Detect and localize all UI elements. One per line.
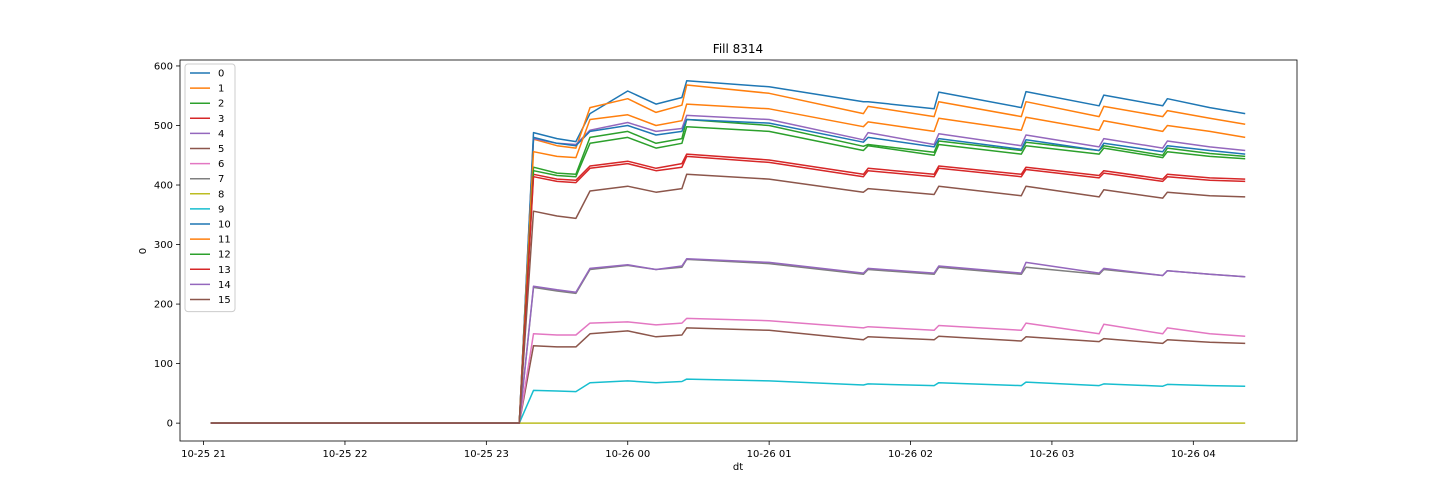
y-tick-label: 0: [167, 419, 173, 430]
y-tick-label: 600: [154, 61, 173, 72]
legend-label: 2: [218, 99, 224, 110]
legend-label: 14: [218, 280, 231, 291]
x-tick-label: 10-26 01: [747, 449, 792, 460]
series-line-9: [210, 378, 1246, 424]
chart-title: Fill 8314: [713, 42, 763, 56]
legend-label: 1: [218, 84, 224, 95]
legend-label: 0: [218, 69, 224, 80]
series-line-4: [210, 114, 1246, 424]
plot-area: [210, 80, 1246, 424]
x-tick-label: 10-26 04: [1171, 449, 1216, 460]
x-tick-label: 10-26 03: [1029, 449, 1074, 460]
series-line-10: [210, 118, 1246, 424]
x-tick-label: 10-25 22: [322, 449, 367, 460]
x-tick-label: 10-26 00: [605, 449, 650, 460]
legend-label: 13: [218, 265, 231, 276]
legend-label: 5: [218, 144, 224, 155]
x-axis-label: dt: [733, 462, 743, 473]
series-line-3: [210, 153, 1246, 424]
legend-label: 12: [218, 250, 231, 261]
legend-label: 3: [218, 114, 224, 125]
series-line-12: [210, 125, 1246, 424]
legend-box: [184, 63, 236, 313]
legend-label: 8: [218, 189, 224, 200]
series-line-14: [210, 258, 1246, 424]
series-line-13: [210, 155, 1246, 424]
series-line-11: [210, 103, 1246, 424]
legend-label: 11: [218, 235, 231, 246]
y-axis-label: 0: [138, 248, 149, 254]
series-line-2: [210, 118, 1246, 424]
x-tick-label: 10-25 23: [464, 449, 509, 460]
y-axis: 0 100 200 300 400 500 600: [154, 61, 180, 430]
x-tick-label: 10-25 21: [181, 449, 226, 460]
legend-label: 6: [218, 159, 224, 170]
series-line-6: [210, 317, 1246, 424]
y-tick-label: 200: [154, 300, 173, 311]
plot-frame: [179, 59, 1298, 442]
y-tick-label: 400: [154, 181, 173, 192]
legend-label: 10: [218, 220, 231, 231]
y-tick-label: 100: [154, 359, 173, 370]
x-tick-label: 10-26 02: [888, 449, 933, 460]
legend-label: 15: [218, 295, 231, 306]
legend-label: 7: [218, 174, 224, 185]
series-line-5: [210, 327, 1246, 424]
series-line-15: [210, 173, 1246, 424]
y-tick-label: 500: [154, 121, 173, 132]
series-layer: [210, 80, 1246, 424]
legend-label: 9: [218, 204, 224, 215]
series-line-0: [210, 80, 1246, 424]
series-line-1: [210, 84, 1246, 424]
legend-label: 4: [218, 129, 224, 140]
x-axis: 10-25 21 10-25 22 10-25 23 10-26 00 10-26 01…: [181, 441, 1216, 460]
y-tick-label: 300: [154, 240, 173, 251]
